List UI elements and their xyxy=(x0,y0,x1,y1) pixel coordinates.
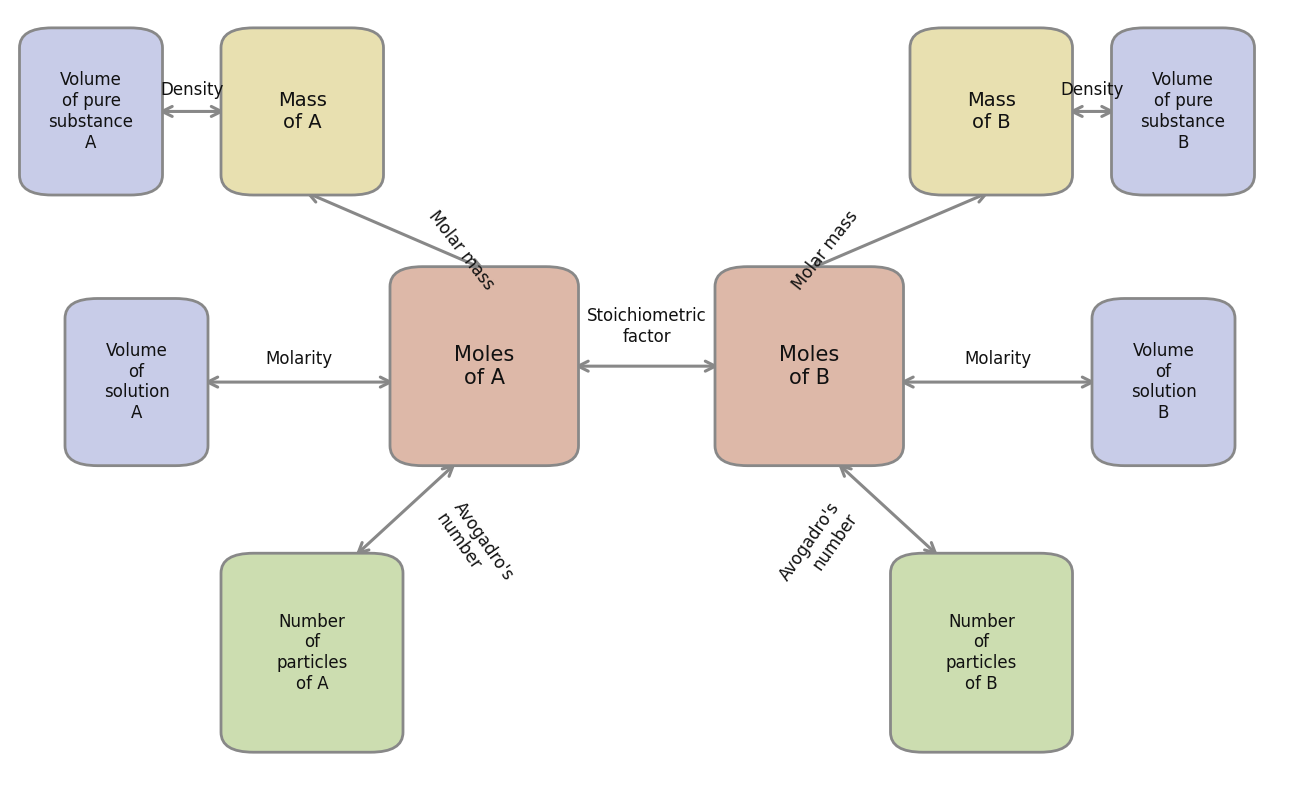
FancyBboxPatch shape xyxy=(221,28,384,195)
Text: Molarity: Molarity xyxy=(965,349,1032,368)
Text: Volume
of
solution
A: Volume of solution A xyxy=(104,341,169,423)
FancyBboxPatch shape xyxy=(910,28,1072,195)
Text: Stoichiometric
factor: Stoichiometric factor xyxy=(586,307,707,346)
Text: Molar mass: Molar mass xyxy=(425,208,498,294)
Text: Moles
of A: Moles of A xyxy=(454,345,515,388)
FancyBboxPatch shape xyxy=(221,553,403,752)
Text: Molar mass: Molar mass xyxy=(789,208,862,294)
Text: Density: Density xyxy=(1061,80,1123,99)
Text: Mass
of B: Mass of B xyxy=(967,91,1015,132)
Text: Number
of
particles
of A: Number of particles of A xyxy=(277,612,347,693)
Text: Molarity: Molarity xyxy=(265,349,333,368)
Text: Density: Density xyxy=(160,80,224,99)
Text: Volume
of pure
substance
B: Volume of pure substance B xyxy=(1140,71,1226,152)
FancyBboxPatch shape xyxy=(715,267,904,466)
Text: Avogadro's
number: Avogadro's number xyxy=(776,498,861,595)
FancyBboxPatch shape xyxy=(390,267,578,466)
FancyBboxPatch shape xyxy=(891,553,1072,752)
Text: Mass
of A: Mass of A xyxy=(278,91,326,132)
FancyBboxPatch shape xyxy=(1092,298,1235,466)
Text: Volume
of pure
substance
A: Volume of pure substance A xyxy=(48,71,134,152)
Text: Volume
of
solution
B: Volume of solution B xyxy=(1131,341,1196,423)
Text: Number
of
particles
of B: Number of particles of B xyxy=(946,612,1017,693)
FancyBboxPatch shape xyxy=(65,298,208,466)
Text: Moles
of B: Moles of B xyxy=(779,345,840,388)
Text: Avogadro's
number: Avogadro's number xyxy=(433,498,517,595)
FancyBboxPatch shape xyxy=(1112,28,1254,195)
FancyBboxPatch shape xyxy=(20,28,162,195)
